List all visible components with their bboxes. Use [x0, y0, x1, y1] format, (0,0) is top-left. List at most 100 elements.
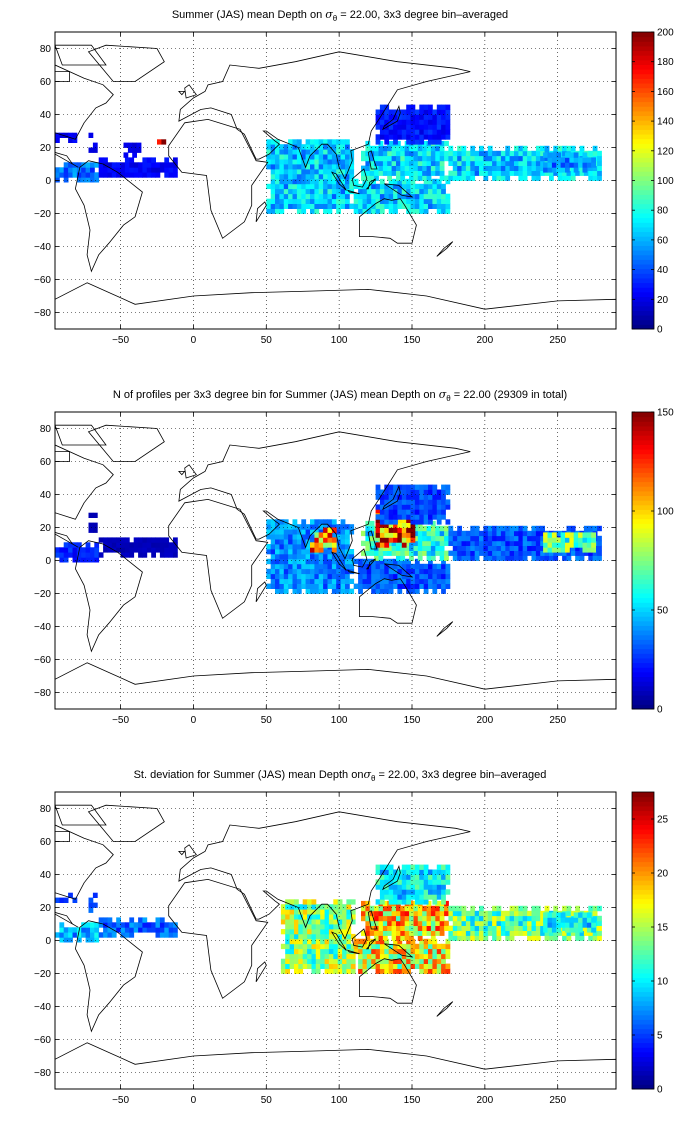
heatmap-cell [393, 193, 398, 200]
heatmap-cell [487, 550, 493, 556]
heatmap-cell [138, 922, 143, 928]
heatmap-cell [428, 963, 433, 969]
heatmap-cell [439, 525, 445, 532]
heatmap-cell [361, 930, 366, 936]
heatmap-cell [353, 943, 359, 950]
heatmap-cell [391, 550, 397, 556]
heatmap-cell [406, 568, 411, 575]
heatmap-cell [382, 925, 388, 931]
heatmap-cell [439, 165, 445, 171]
heatmap-cell [578, 917, 583, 923]
heatmap-cell [406, 514, 411, 520]
heatmap-cell [535, 165, 541, 171]
heatmap-cell [323, 149, 328, 155]
title-suffix: = 22.00, 3x3 degree bin–averaged [337, 9, 509, 21]
heatmap-cell [374, 160, 379, 166]
heatmap-cell [55, 172, 60, 178]
heatmap-cell [397, 568, 403, 575]
heatmap-cell [547, 157, 553, 163]
heatmap-cell [98, 167, 104, 173]
heatmap-cell [324, 904, 330, 910]
heatmap-cell [305, 588, 311, 594]
heatmap-cell [314, 188, 320, 195]
heatmap-cell [535, 540, 541, 546]
heatmap-cell [426, 900, 432, 907]
heatmap-cell [465, 920, 471, 926]
colorbar-segment [632, 1042, 654, 1048]
y-tick-label: 20 [40, 523, 52, 534]
heatmap-cell [387, 905, 392, 912]
colorbar-tick-label: 5 [657, 1031, 663, 1042]
heatmap-cell [430, 550, 436, 556]
heatmap-cell [531, 550, 537, 556]
heatmap-cell [305, 524, 311, 530]
heatmap-cell [345, 169, 350, 175]
heatmap-cell [279, 164, 285, 170]
heatmap-cell [413, 525, 419, 532]
heatmap-cell [378, 140, 384, 147]
heatmap-cell [445, 109, 451, 115]
heatmap-cell [142, 542, 148, 548]
heatmap-cell [327, 208, 333, 214]
heatmap-cell [279, 178, 285, 185]
heatmap-cell [522, 540, 528, 546]
heatmap-cell [414, 499, 420, 505]
heatmap-cell [509, 530, 515, 537]
heatmap-cell [414, 134, 420, 140]
heatmap-cell [323, 144, 328, 150]
heatmap-cell [292, 558, 298, 565]
heatmap-cell [553, 930, 559, 936]
heatmap-cell [365, 920, 371, 926]
heatmap-cell [138, 542, 143, 548]
heatmap-cell [59, 547, 65, 553]
heatmap-cell [423, 573, 429, 580]
heatmap-cell [353, 948, 359, 955]
heatmap-cell [400, 170, 406, 176]
heatmap-cell [591, 162, 596, 168]
heatmap-cell [400, 145, 406, 152]
heatmap-cell [318, 164, 324, 170]
heatmap-cell [384, 203, 390, 209]
heatmap-cell [401, 874, 407, 880]
heatmap-cell [285, 953, 290, 960]
colorbar-tick-label: 0 [657, 325, 663, 336]
heatmap-cell [551, 152, 557, 158]
heatmap-cell [362, 558, 368, 565]
heatmap-cell [333, 938, 339, 945]
colorbar-segment [632, 1019, 654, 1025]
y-tick-label: −80 [34, 1068, 51, 1079]
heatmap-cell [428, 119, 433, 125]
heatmap-cell [445, 568, 451, 575]
heatmap-cell [384, 109, 390, 115]
heatmap-cell [283, 578, 289, 584]
heatmap-cell [432, 514, 438, 520]
heatmap-cell [509, 910, 515, 917]
heatmap-cell [72, 137, 78, 143]
heatmap-cell [470, 555, 476, 561]
heatmap-cell [579, 930, 585, 936]
heatmap-cell [436, 889, 442, 895]
heatmap-cell [107, 917, 113, 923]
heatmap-cell [142, 922, 148, 928]
heatmap-cell [413, 145, 419, 152]
heatmap-cell [365, 545, 371, 551]
heatmap-cell [441, 563, 446, 570]
heatmap-cell [436, 874, 442, 880]
heatmap-cell [535, 175, 541, 181]
heatmap-cell [423, 864, 429, 870]
heatmap-cell [292, 154, 298, 160]
heatmap-cell [393, 527, 398, 533]
heatmap-cell [275, 534, 280, 540]
heatmap-cell [327, 159, 333, 165]
heatmap-cell [336, 193, 341, 200]
heatmap-cell [419, 514, 425, 520]
heatmap-cell [423, 869, 429, 875]
heatmap-cell [435, 155, 441, 162]
heatmap-cell [396, 550, 401, 556]
colorbar-segment [632, 138, 654, 144]
heatmap-cell [375, 588, 381, 594]
heatmap-cell [409, 155, 414, 162]
heatmap-cell [406, 504, 411, 510]
heatmap-cell [346, 933, 352, 940]
heatmap-cell [509, 550, 515, 556]
